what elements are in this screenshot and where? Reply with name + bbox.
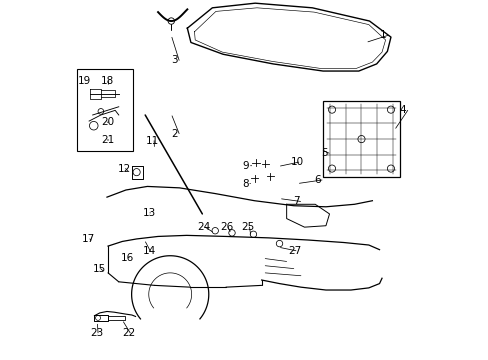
Text: 7: 7 [292, 197, 299, 206]
Text: 22: 22 [122, 328, 135, 338]
Text: 12: 12 [118, 163, 131, 174]
Bar [77, 68, 132, 151]
Text: 5: 5 [321, 148, 327, 158]
Text: 2: 2 [171, 129, 178, 139]
Text: 4: 4 [399, 105, 406, 115]
Text: 3: 3 [171, 55, 178, 65]
Text: 27: 27 [287, 246, 301, 256]
Bar [323, 101, 399, 177]
Text: 13: 13 [142, 208, 156, 218]
Text: 8: 8 [242, 179, 249, 189]
Text: 21: 21 [101, 135, 114, 145]
Text: 16: 16 [121, 253, 134, 263]
Text: 14: 14 [142, 247, 156, 256]
Text: 15: 15 [93, 264, 106, 274]
Text: 17: 17 [82, 234, 95, 244]
Text: 9: 9 [242, 161, 249, 171]
Text: 24: 24 [197, 222, 210, 232]
Text: 23: 23 [90, 328, 103, 338]
Text: 10: 10 [290, 157, 304, 167]
Text: 6: 6 [313, 175, 320, 185]
Text: 18: 18 [101, 76, 114, 86]
Text: 26: 26 [220, 222, 233, 232]
Text: 25: 25 [241, 222, 254, 232]
Text: 11: 11 [146, 136, 159, 146]
Text: 19: 19 [77, 76, 90, 86]
Text: 1: 1 [380, 30, 386, 40]
Text: 20: 20 [101, 117, 114, 127]
